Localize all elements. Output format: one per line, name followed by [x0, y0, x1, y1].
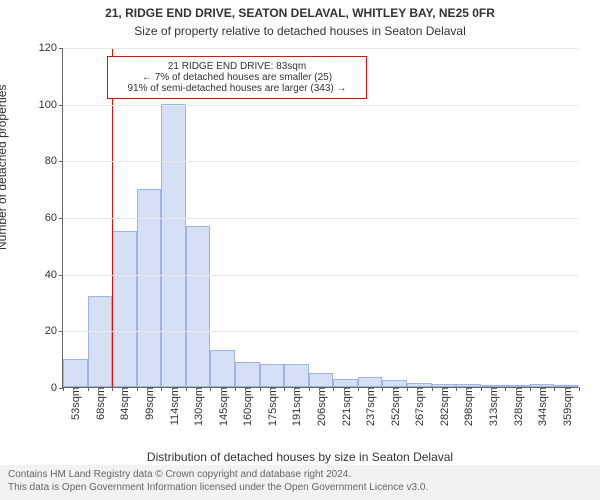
x-tick-label: 344sqm: [535, 387, 549, 426]
x-tick-label: 206sqm: [314, 387, 328, 426]
gridline: [63, 218, 578, 219]
histogram-bar: [186, 226, 211, 388]
x-tick-mark: [186, 387, 187, 391]
x-tick-label: 328sqm: [511, 387, 525, 426]
x-tick-mark: [210, 387, 211, 391]
x-tick-mark: [358, 387, 359, 391]
histogram-bar: [358, 377, 383, 387]
x-axis-label: Distribution of detached houses by size …: [0, 450, 600, 464]
x-tick-mark: [481, 387, 482, 391]
chart-title-line2: Size of property relative to detached ho…: [0, 24, 600, 38]
annotation-line: ← 7% of detached houses are smaller (25): [112, 72, 362, 83]
histogram-bar: [88, 296, 113, 387]
histogram-bar: [235, 362, 260, 388]
footer-attribution: Contains HM Land Registry data © Crown c…: [0, 465, 600, 500]
y-tick-label: 60: [45, 212, 63, 224]
plot-area: 21 RIDGE END DRIVE: 83sqm← 7% of detache…: [62, 48, 578, 388]
histogram-bar: [382, 380, 407, 387]
chart-container: 21, RIDGE END DRIVE, SEATON DELAVAL, WHI…: [0, 0, 600, 500]
x-tick-mark: [260, 387, 261, 391]
x-tick-mark: [88, 387, 89, 391]
x-tick-label: 252sqm: [388, 387, 402, 426]
histogram-bar: [260, 364, 285, 387]
annotation-box: 21 RIDGE END DRIVE: 83sqm← 7% of detache…: [107, 56, 367, 99]
x-tick-label: 282sqm: [437, 387, 451, 426]
histogram-bar: [112, 231, 137, 387]
x-tick-label: 298sqm: [461, 387, 475, 426]
x-tick-mark: [382, 387, 383, 391]
y-tick-label: 20: [45, 325, 63, 337]
histogram-bar: [309, 373, 334, 387]
y-tick-label: 80: [45, 155, 63, 167]
x-tick-label: 145sqm: [216, 387, 230, 426]
x-tick-mark: [284, 387, 285, 391]
x-tick-label: 221sqm: [339, 387, 353, 426]
x-tick-mark: [432, 387, 433, 391]
annotation-line: 91% of semi-detached houses are larger (…: [112, 83, 362, 94]
x-tick-mark: [530, 387, 531, 391]
x-tick-label: 191sqm: [289, 387, 303, 426]
x-tick-mark: [112, 387, 113, 391]
annotation-line: 21 RIDGE END DRIVE: 83sqm: [112, 61, 362, 72]
gridline: [63, 275, 578, 276]
x-tick-label: 175sqm: [265, 387, 279, 426]
gridline: [63, 105, 578, 106]
footer-line1: Contains HM Land Registry data © Crown c…: [8, 469, 592, 482]
x-tick-mark: [309, 387, 310, 391]
gridline: [63, 161, 578, 162]
x-tick-label: 160sqm: [240, 387, 254, 426]
y-tick-label: 0: [51, 382, 63, 394]
x-tick-label: 53sqm: [68, 387, 82, 420]
x-tick-label: 313sqm: [486, 387, 500, 426]
x-tick-label: 99sqm: [142, 387, 156, 420]
x-tick-label: 237sqm: [363, 387, 377, 426]
x-tick-mark: [235, 387, 236, 391]
histogram-bar: [284, 364, 309, 387]
x-tick-mark: [137, 387, 138, 391]
histogram-bar: [210, 350, 235, 387]
x-tick-mark: [579, 387, 580, 391]
x-tick-mark: [333, 387, 334, 391]
x-tick-mark: [456, 387, 457, 391]
x-tick-mark: [407, 387, 408, 391]
y-axis-label: Number of detached properties: [0, 85, 9, 250]
x-tick-label: 114sqm: [167, 387, 181, 425]
y-tick-label: 100: [39, 99, 63, 111]
histogram-bar: [333, 379, 358, 388]
y-tick-label: 40: [45, 269, 63, 281]
footer-line2: This data is Open Government Information…: [8, 482, 592, 495]
x-tick-mark: [161, 387, 162, 391]
x-tick-label: 68sqm: [93, 387, 107, 420]
x-tick-mark: [505, 387, 506, 391]
histogram-bar: [63, 359, 88, 387]
x-tick-label: 84sqm: [117, 387, 131, 420]
y-tick-label: 120: [39, 42, 63, 54]
x-tick-mark: [554, 387, 555, 391]
histogram-bar: [161, 104, 186, 387]
x-tick-label: 130sqm: [191, 387, 205, 426]
x-tick-label: 267sqm: [412, 387, 426, 426]
x-tick-mark: [63, 387, 64, 391]
gridline: [63, 331, 578, 332]
gridline: [63, 48, 578, 49]
chart-title-line1: 21, RIDGE END DRIVE, SEATON DELAVAL, WHI…: [0, 6, 600, 20]
x-tick-label: 359sqm: [560, 387, 574, 426]
